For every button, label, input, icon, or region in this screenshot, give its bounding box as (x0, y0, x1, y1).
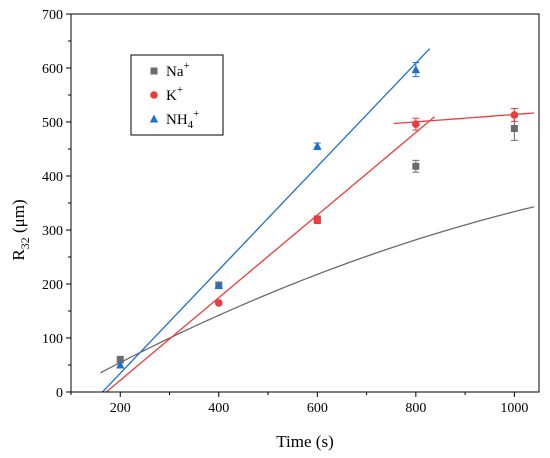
nh4-fit-line (102, 48, 431, 392)
na-data-point (412, 162, 420, 170)
x-tick-label: 800 (405, 401, 426, 416)
y-tick-label: 400 (42, 170, 63, 185)
k-data-point (510, 111, 519, 119)
k-data-point (313, 216, 322, 225)
legend-marker-na (150, 67, 158, 75)
legend-box (130, 54, 224, 136)
y-axis-title-main: R (9, 249, 28, 261)
na-data-point (116, 356, 124, 364)
nh4-data-point (214, 281, 223, 290)
y-tick-label: 100 (42, 332, 63, 347)
x-axis-title: Time (s) (276, 432, 333, 451)
y-axis-title-rest: (μm) (9, 199, 28, 237)
axes: 200 400 600 800 1000 0 100 200 300 400 500 600 700 (42, 8, 540, 416)
k-fit-line (106, 116, 435, 392)
na-data-point (510, 124, 518, 132)
y-tick-label: 300 (42, 224, 63, 239)
x-tick-label: 200 (110, 401, 131, 416)
legend-label-nh4: NH4+ (166, 108, 199, 131)
y-tick-label: 600 (42, 62, 63, 77)
na-fit-line (100, 206, 535, 374)
x-tick-label: 600 (307, 401, 328, 416)
x-tick-label: 400 (208, 401, 229, 416)
nh4-data-point (411, 65, 421, 74)
k-data-point (214, 299, 223, 307)
y-tick-label: 700 (42, 8, 63, 23)
nh4-data-point (313, 141, 322, 150)
y-tick-label: 200 (42, 278, 63, 293)
k-data-point (412, 120, 420, 128)
legend: Na+ K+ NH4+ (130, 54, 224, 136)
plot-area (100, 48, 535, 392)
y-tick-label: 500 (42, 116, 63, 131)
x-tick-label: 1000 (500, 401, 528, 416)
legend-marker-k (150, 91, 158, 99)
y-axis-title-sub: 32 (18, 237, 32, 249)
legend-marker-nh4 (149, 114, 159, 123)
legend-label-k: K+ (166, 84, 183, 104)
y-axis-title: R32 (μm) (9, 199, 32, 260)
y-tick-label: 0 (56, 386, 63, 401)
nh4-data-point (116, 360, 125, 369)
legend-label-na: Na+ (166, 60, 190, 80)
